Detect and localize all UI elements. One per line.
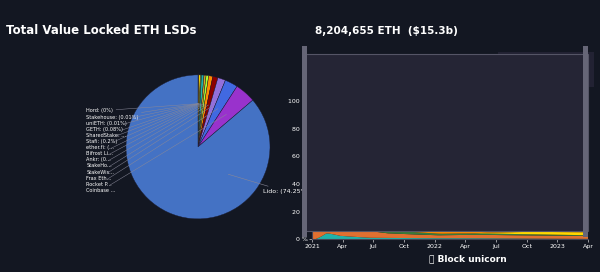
Text: Stakehouse: (0.01%): Stakehouse: (0.01%) [86, 104, 198, 119]
Text: Ankr: (0...: Ankr: (0... [86, 104, 203, 162]
Text: 8,204,655 ETH  ($15.3b): 8,204,655 ETH ($15.3b) [315, 26, 458, 36]
Text: ether.fi: (...: ether.fi: (... [86, 104, 201, 150]
Text: uniETH: (0.01%): uniETH: (0.01%) [86, 104, 198, 126]
Circle shape [490, 60, 539, 79]
Text: Lido: (74.25%): Lido: (74.25%) [228, 174, 308, 194]
Wedge shape [198, 75, 206, 147]
Wedge shape [198, 76, 218, 147]
Text: LSDs  ⌄: LSDs ⌄ [542, 66, 569, 72]
Wedge shape [198, 75, 209, 147]
Wedge shape [198, 76, 213, 147]
Wedge shape [198, 78, 226, 147]
Text: Frax Eth...: Frax Eth... [86, 106, 212, 181]
Text: Stafi: (0.2%): Stafi: (0.2%) [86, 104, 200, 144]
Text: DefiLlama: DefiLlama [420, 157, 491, 170]
Text: SharedStake: ...: SharedStake: ... [86, 104, 199, 138]
Text: Hord: (0%): Hord: (0%) [86, 104, 198, 113]
Wedge shape [126, 75, 270, 219]
Text: Coinbase ...: Coinbase ... [86, 114, 226, 193]
Text: 📱 Block unicorn: 📱 Block unicorn [429, 254, 507, 263]
Wedge shape [198, 75, 200, 147]
Wedge shape [198, 75, 202, 147]
Wedge shape [198, 75, 204, 147]
Text: StakeWis...: StakeWis... [86, 105, 208, 175]
Wedge shape [198, 75, 199, 147]
Wedge shape [198, 86, 253, 147]
Text: StakeHo...: StakeHo... [86, 104, 206, 168]
Text: Bifrost Li...: Bifrost Li... [86, 104, 202, 156]
Text: Rocket P...: Rocket P... [86, 109, 218, 187]
Text: 15: 15 [509, 66, 519, 72]
Text: Total Value Locked ETH LSDs: Total Value Locked ETH LSDs [6, 24, 197, 37]
Text: GETH: (0.08%): GETH: (0.08%) [86, 104, 199, 132]
FancyBboxPatch shape [491, 51, 600, 88]
Wedge shape [198, 80, 237, 147]
